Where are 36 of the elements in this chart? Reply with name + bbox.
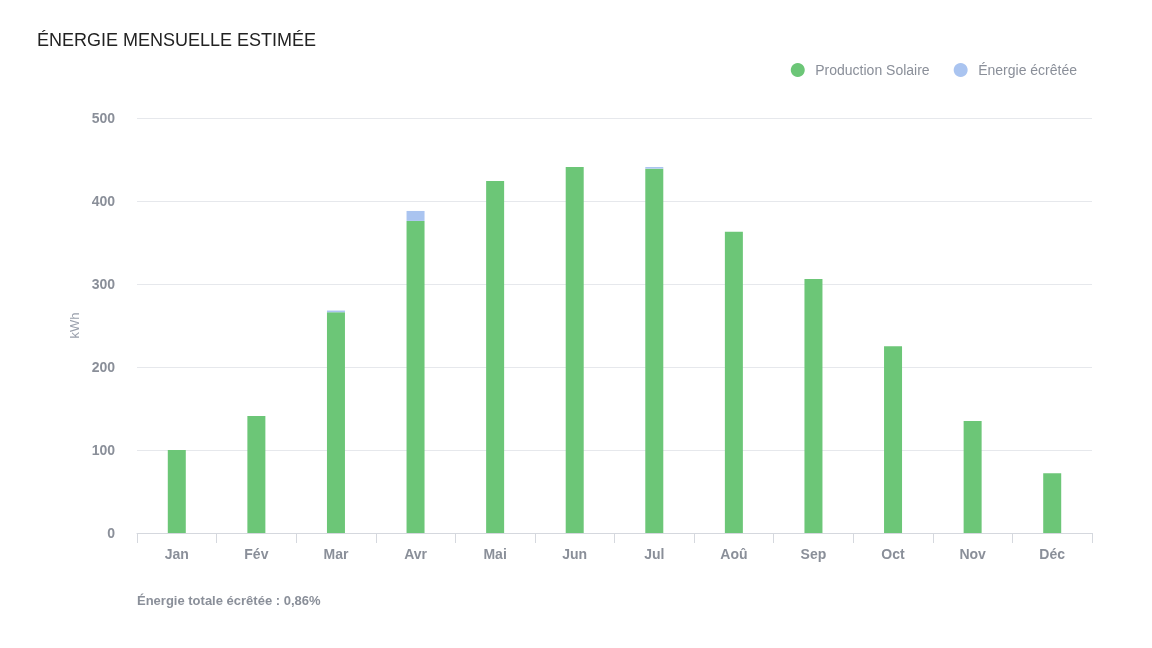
bar — [406, 210, 425, 221]
x-tick-label: Nov — [959, 546, 987, 562]
bar — [804, 279, 823, 533]
bar — [565, 166, 584, 533]
text: Énergie totale écrêtée : 0,86% — [137, 593, 321, 608]
legend-label: Énergie écrêtée — [978, 62, 1078, 78]
y-axis-title: kWh — [66, 312, 82, 339]
y-tick-label: 100 — [91, 442, 116, 458]
bar — [167, 450, 186, 533]
x-tick-label: Mai — [483, 546, 507, 562]
bar — [326, 312, 345, 533]
bar — [724, 231, 743, 533]
x-tick-label: Avr — [404, 546, 428, 562]
x-tick-label: Jul — [644, 546, 665, 562]
bar — [884, 346, 903, 533]
bar — [645, 168, 664, 533]
y-tick-label: 300 — [91, 276, 116, 292]
bar — [963, 420, 982, 533]
y-tick-label: 200 — [91, 359, 116, 375]
x-tick-label: Aoû — [720, 546, 748, 562]
y-tick-label: 0 — [107, 525, 116, 541]
bar — [1043, 473, 1062, 533]
y-tick-label: 400 — [91, 193, 116, 209]
legend-label: Production Solaire — [815, 62, 930, 78]
bar — [486, 181, 505, 533]
x-tick-label: Oct — [881, 546, 906, 562]
x-tick-label: Mar — [323, 546, 349, 562]
bar — [406, 220, 425, 533]
x-tick-label: Jan — [164, 546, 189, 562]
chart-title: ÉNERGIE MENSUELLE ESTIMÉE — [37, 30, 317, 50]
x-tick-label: Fév — [244, 546, 269, 562]
x-tick-label: Jun — [562, 546, 588, 562]
bar — [247, 415, 266, 533]
x-tick-label: Déc — [1039, 546, 1066, 562]
x-tick-label: Sep — [800, 546, 827, 562]
y-tick-label: 500 — [91, 110, 116, 126]
